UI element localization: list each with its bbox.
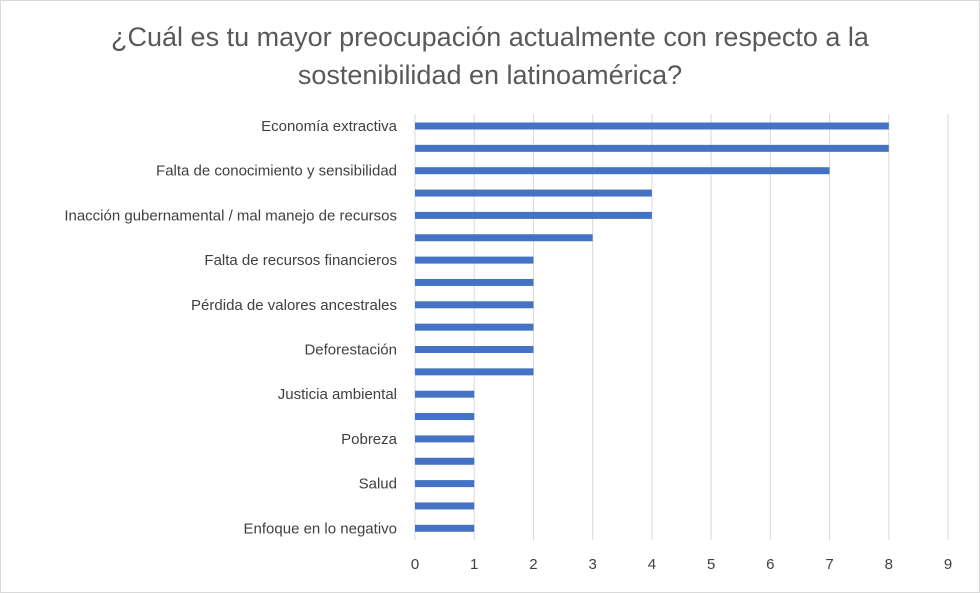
chart-title: ¿Cuál es tu mayor preocupación actualmen…: [0, 18, 980, 94]
bar-9: [415, 323, 534, 331]
bar-6: [415, 256, 534, 264]
bar-14: [415, 435, 475, 443]
bar-17: [415, 502, 475, 510]
x-tick-label-3: 3: [588, 556, 596, 573]
category-label-2: Falta de conocimiento y sensibilidad: [156, 163, 397, 180]
category-label-18: Enfoque en lo negativo: [244, 520, 397, 537]
x-tick-label-5: 5: [707, 556, 715, 573]
x-tick-label-0: 0: [411, 556, 419, 573]
bar-11: [415, 368, 534, 376]
bar-12: [415, 390, 475, 398]
bar-18: [415, 524, 475, 532]
x-tick-label-1: 1: [470, 556, 478, 573]
bar-13: [415, 413, 475, 421]
chart-title-line-2: sostenibilidad en latinoamérica?: [297, 60, 683, 90]
bar-7: [415, 278, 534, 286]
x-tick-label-9: 9: [944, 556, 952, 573]
bar-4: [415, 211, 652, 219]
bar-8: [415, 301, 534, 309]
bar-10: [415, 346, 534, 353]
bar-15: [415, 457, 475, 465]
category-label-6: Falta de recursos financieros: [204, 252, 397, 269]
category-label-16: Salud: [359, 476, 397, 493]
category-label-4: Inacción gubernamental / mal manejo de r…: [64, 207, 397, 224]
bar-5: [415, 234, 593, 242]
category-label-14: Pobreza: [341, 431, 398, 448]
bar-3: [415, 189, 652, 197]
x-tick-label-4: 4: [648, 556, 656, 573]
bar-0: [415, 122, 889, 130]
chart-title-line-1: ¿Cuál es tu mayor preocupación actualmen…: [111, 22, 869, 52]
x-tick-label-6: 6: [766, 556, 774, 573]
bar-1: [415, 144, 889, 152]
bar-16: [415, 480, 475, 488]
category-label-0: Economía extractiva: [261, 118, 398, 135]
category-label-12: Justicia ambiental: [278, 386, 397, 403]
bar-2: [415, 167, 830, 175]
category-label-8: Pérdida de valores ancestrales: [191, 297, 397, 314]
x-tick-label-2: 2: [529, 556, 537, 573]
x-tick-label-7: 7: [825, 556, 833, 573]
x-tick-label-8: 8: [885, 556, 893, 573]
category-label-10: Deforestación: [304, 342, 397, 359]
